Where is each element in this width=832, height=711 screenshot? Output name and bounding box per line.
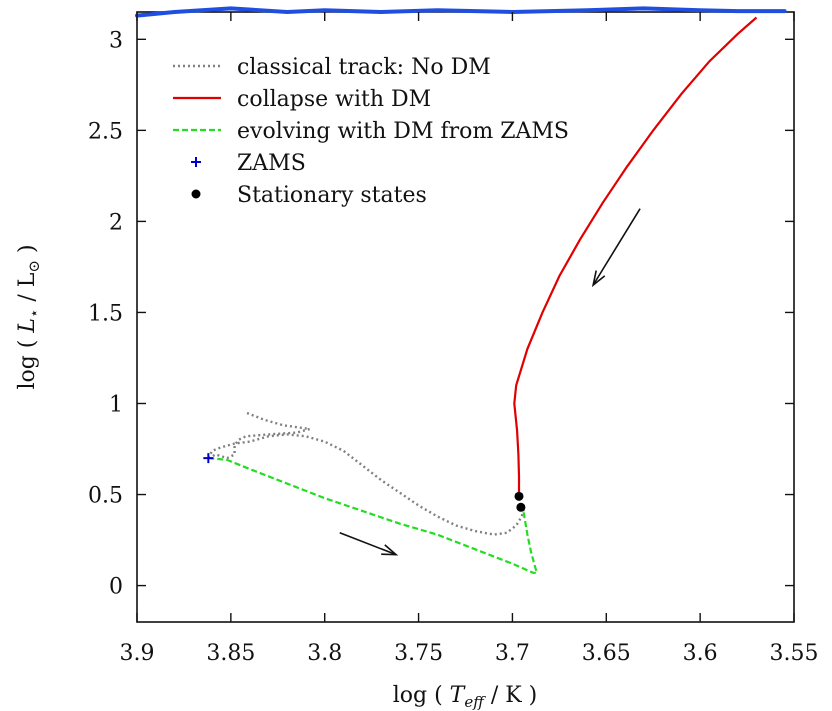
series-line-1	[207, 411, 311, 460]
legend-label: ZAMS	[237, 151, 306, 176]
x-tick-label: 3.85	[206, 641, 255, 666]
x-tick-label: 3.7	[495, 641, 530, 666]
y-tick-label: 1	[109, 392, 123, 417]
direction-arrow	[339, 532, 399, 556]
y-tick-label: 0	[109, 575, 123, 600]
legend-label: evolving with DM from ZAMS	[237, 119, 569, 144]
zams-marker	[203, 453, 214, 464]
x-tick-label: 3.9	[120, 641, 155, 666]
top-band-layer	[135, 6, 787, 18]
legend-entry: classical track: No DM	[173, 55, 491, 80]
x-tick-label: 3.75	[394, 641, 443, 666]
y-tick-label: 0.5	[88, 484, 123, 509]
x-tick-label: 3.55	[770, 641, 819, 666]
x-tick-label: 3.8	[307, 641, 342, 666]
series-line-2	[513, 16, 758, 497]
legend-entry: collapse with DM	[173, 87, 431, 112]
x-axis-label: log ( Teff / K )	[393, 683, 538, 711]
legend-entry: Stationary states	[191, 183, 427, 208]
y-tick-label: 2.5	[88, 119, 123, 144]
series-line-0	[207, 433, 525, 536]
series-line-3	[208, 457, 539, 574]
legend-label: collapse with DM	[237, 87, 431, 112]
direction-arrow	[591, 208, 641, 288]
y-tick-label: 3	[109, 28, 123, 53]
x-tick-label: 3.6	[683, 641, 718, 666]
series-layer	[203, 16, 758, 574]
x-tick-label: 3.65	[582, 641, 631, 666]
legend-entry: ZAMS	[191, 151, 306, 176]
annotation-arrows	[339, 208, 641, 556]
legend: classical track: No DM collapse with DM ev…	[173, 55, 569, 208]
stationary-state-point	[514, 491, 524, 501]
legend-label: classical track: No DM	[237, 55, 491, 80]
y-axis-label: log ( L⋆ / L⊙ )	[15, 244, 43, 389]
legend-label: Stationary states	[237, 183, 427, 208]
legend-entry: evolving with DM from ZAMS	[173, 119, 569, 144]
top-band-line	[135, 6, 787, 18]
plot-frame	[136, 11, 795, 623]
stationary-state-point	[516, 502, 526, 512]
axis-ticks: 3.9 3.85 3.8 3.75 3.7 3.65 3.6 3.55 0 0.5 1 1.5 2 2.5…	[88, 12, 818, 666]
y-tick-label: 2	[109, 210, 123, 235]
y-tick-label: 1.5	[88, 301, 123, 326]
